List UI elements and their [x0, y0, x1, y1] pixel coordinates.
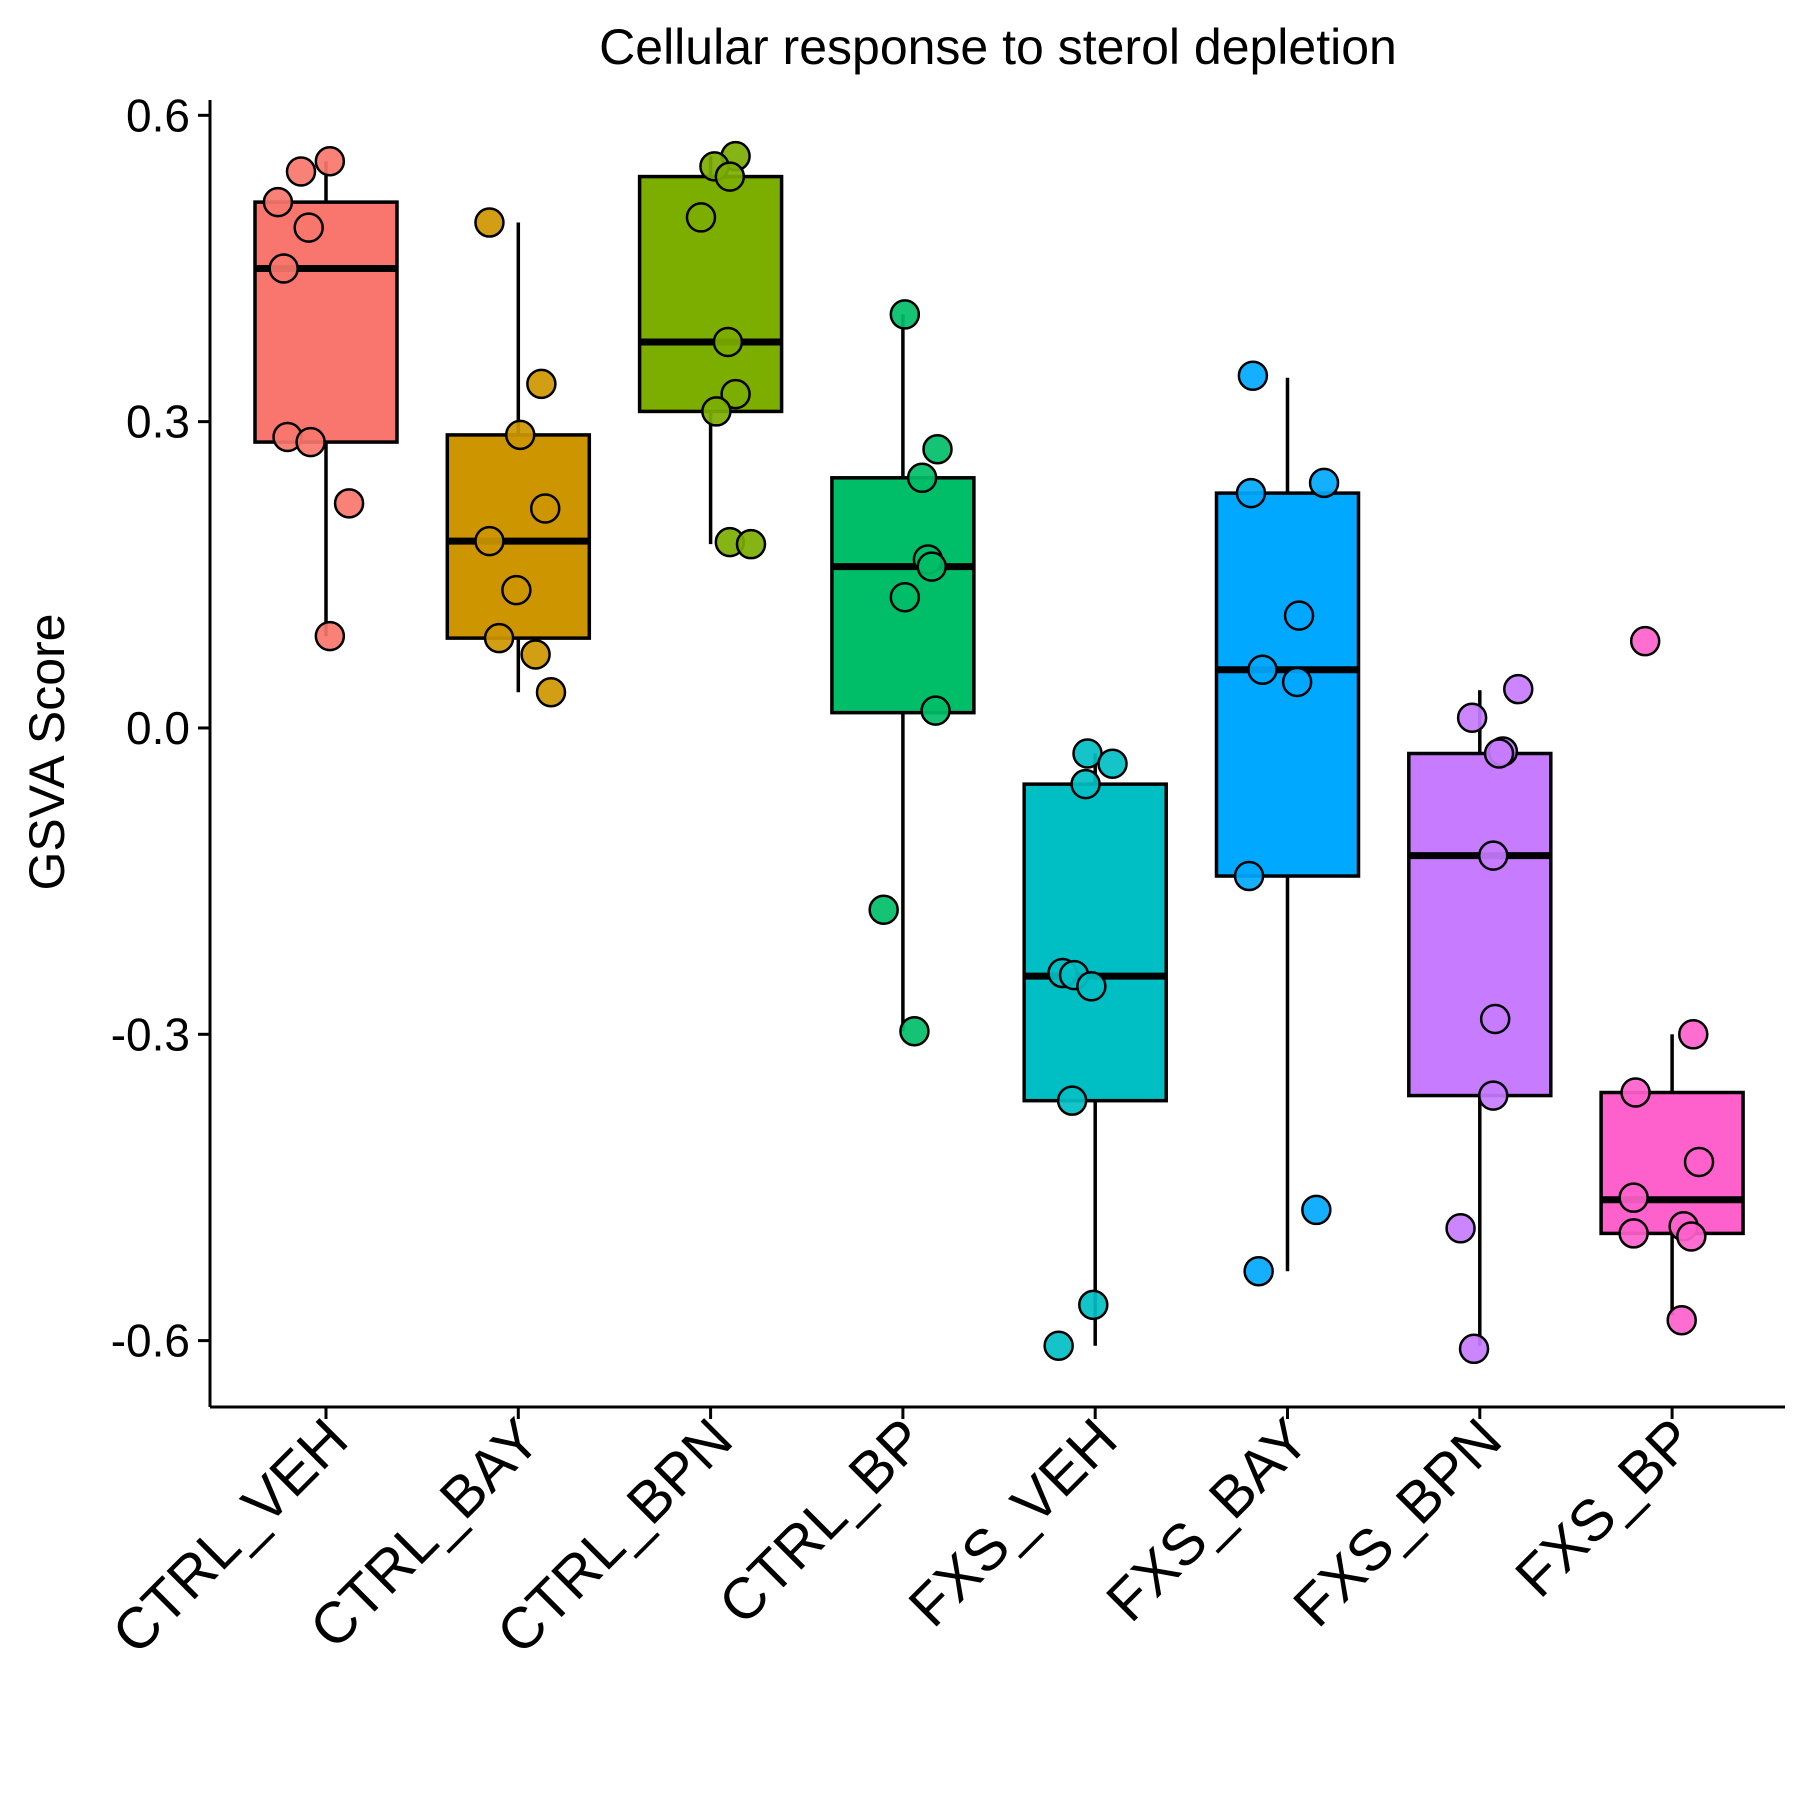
data-point — [1237, 360, 1269, 391]
data-point — [1283, 600, 1315, 631]
x-tick-label: FXS_BPN — [1281, 1406, 1514, 1639]
data-point — [1043, 1330, 1074, 1361]
y-tick-label: -0.6 — [111, 1315, 190, 1367]
box-ctrl-bay — [445, 433, 592, 640]
data-point — [735, 528, 767, 560]
data-point — [1281, 666, 1313, 698]
data-point — [1247, 654, 1278, 686]
data-point — [1478, 840, 1509, 871]
data-point — [1097, 748, 1128, 779]
data-point — [720, 378, 751, 410]
data-point — [1056, 1085, 1088, 1116]
data-point — [474, 525, 505, 557]
data-point — [314, 146, 346, 177]
data-point — [293, 212, 324, 243]
data-point — [1078, 1289, 1109, 1321]
data-point — [333, 488, 365, 519]
data-point — [1243, 1255, 1274, 1287]
data-point — [285, 156, 317, 187]
data-point — [922, 433, 953, 465]
data-point — [295, 426, 326, 458]
data-point — [916, 551, 947, 582]
data-point — [712, 326, 744, 358]
data-point — [1676, 1221, 1707, 1252]
data-point — [1618, 1218, 1649, 1249]
data-point — [526, 368, 557, 400]
plot-area: -0.6-0.30.00.30.6CTRL_VEHCTRL_BAYCTRL_BP… — [100, 89, 1785, 1666]
data-point — [1479, 1003, 1511, 1035]
data-point — [1445, 1213, 1476, 1244]
data-point — [868, 894, 899, 925]
data-point — [474, 207, 505, 238]
data-point — [889, 582, 921, 613]
y-tick-label: 0.3 — [126, 396, 190, 448]
x-tick-label: CTRL_BP — [707, 1406, 938, 1637]
x-tick-label: FXS_VEH — [897, 1406, 1130, 1639]
data-point — [535, 676, 567, 708]
box-fxs-veh — [1022, 782, 1168, 1103]
data-point — [1076, 971, 1107, 1002]
data-point — [701, 396, 732, 427]
data-point — [314, 620, 346, 652]
data-point — [1629, 625, 1661, 657]
x-tick-label: FXS_BP — [1503, 1406, 1706, 1609]
data-point — [906, 462, 938, 494]
data-point — [1620, 1077, 1651, 1108]
data-point — [529, 493, 561, 524]
data-point — [262, 186, 294, 218]
data-point — [1618, 1182, 1649, 1213]
y-tick-label: 0.6 — [126, 89, 190, 141]
data-point — [268, 253, 299, 284]
data-point — [1678, 1019, 1709, 1050]
data-point — [1503, 673, 1534, 705]
data-point — [1683, 1146, 1715, 1178]
data-point — [1308, 467, 1340, 499]
box-ctrl-veh — [253, 200, 399, 444]
data-point — [1301, 1194, 1332, 1226]
box-fxs-bpn — [1407, 751, 1553, 1098]
y-tick-label: 0.0 — [126, 702, 190, 754]
data-point — [1483, 738, 1515, 769]
data-point — [504, 419, 536, 451]
data-point — [1666, 1304, 1697, 1336]
y-axis-label: GSVA Score — [19, 614, 75, 891]
data-point — [920, 695, 951, 726]
y-tick-label: -0.3 — [111, 1008, 190, 1060]
data-point — [520, 639, 551, 670]
data-point — [889, 299, 921, 330]
data-point — [899, 1015, 930, 1047]
data-point — [1456, 702, 1488, 734]
data-point — [1233, 860, 1265, 892]
data-point — [685, 202, 717, 233]
box-fxs-bp — [1599, 1090, 1745, 1236]
chart-title: Cellular response to sterol depletion — [599, 19, 1397, 75]
data-point — [714, 161, 746, 192]
data-point — [1070, 768, 1101, 800]
data-point — [1235, 477, 1267, 509]
data-point — [1478, 1080, 1509, 1111]
data-point — [501, 574, 532, 606]
data-point — [483, 622, 515, 654]
data-point — [1458, 1333, 1490, 1365]
